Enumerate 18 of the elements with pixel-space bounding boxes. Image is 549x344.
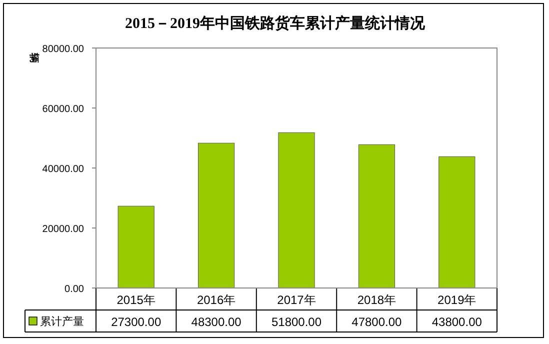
data-label: 48300.00 bbox=[191, 315, 242, 329]
x-tick-label: 2018年 bbox=[357, 293, 396, 307]
y-axis-title: 辆 bbox=[28, 52, 40, 63]
title: 2015－2019年中国铁路货车累计产量统计情况 bbox=[125, 16, 425, 32]
data-label: 51800.00 bbox=[271, 315, 322, 329]
x-tick-label: 2017年 bbox=[277, 293, 316, 307]
data-label: 43800.00 bbox=[432, 315, 482, 329]
legend-label: 累计产量 bbox=[40, 315, 84, 328]
y-tick-label: 20000.00 bbox=[42, 224, 84, 235]
y-tick-label: 60000.00 bbox=[42, 104, 84, 115]
x-tick-label: 2019年 bbox=[438, 293, 476, 307]
y-tick-label: 40000.00 bbox=[42, 164, 84, 175]
x-tick-label: 2016年 bbox=[196, 293, 236, 307]
y-tick-label: 80000.00 bbox=[42, 44, 84, 55]
data-label: 47800.00 bbox=[352, 315, 402, 329]
data-label: 27300.00 bbox=[111, 315, 162, 329]
x-tick-label: 2015年 bbox=[116, 293, 156, 307]
y-tick-label: 0.00 bbox=[64, 284, 84, 295]
